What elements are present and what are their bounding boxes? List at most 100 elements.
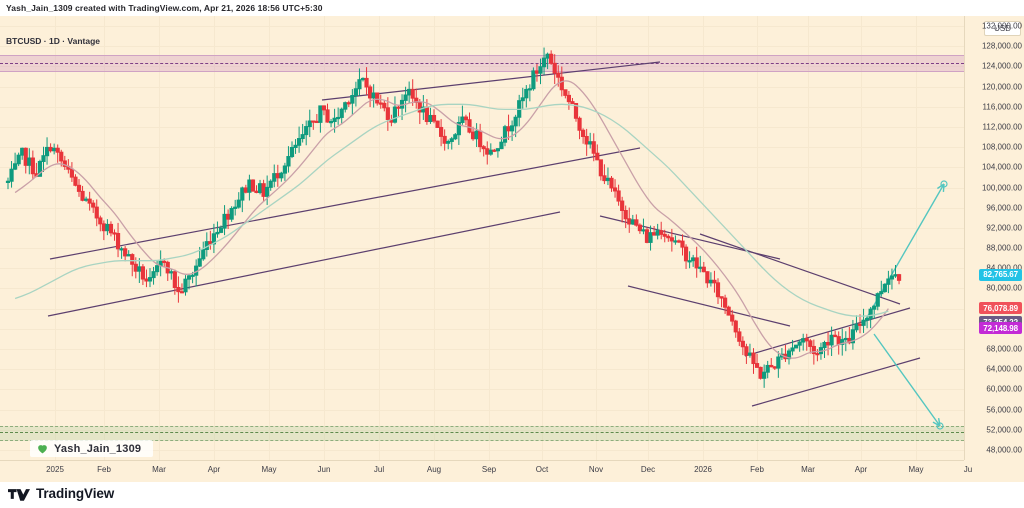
resistance-price-badge[interactable]: 76,078.89	[979, 302, 1022, 315]
candle-body	[197, 258, 202, 267]
candle-body	[364, 77, 369, 88]
trendline[interactable]	[936, 183, 945, 190]
trendline[interactable]	[751, 357, 921, 407]
candle-body	[829, 334, 834, 346]
support-price-badge[interactable]: 72,148.98	[979, 322, 1022, 335]
candle-body	[123, 248, 128, 257]
candle-body	[169, 271, 174, 274]
gridline-horizontal	[0, 328, 964, 330]
symbol-legend[interactable]: BTCUSD · 1D · Vantage	[6, 36, 100, 46]
price-tick: 60,000.00	[986, 384, 1022, 394]
candle-body	[286, 156, 291, 167]
candle-body	[23, 147, 28, 166]
candle-body	[385, 107, 390, 121]
time-tick: May	[261, 465, 277, 474]
gridline-horizontal	[0, 106, 964, 108]
candle-body	[598, 159, 603, 177]
candle-body	[84, 198, 89, 201]
trendline[interactable]	[942, 183, 945, 193]
candle-body	[474, 130, 479, 140]
candle-body	[133, 263, 138, 272]
trendline[interactable]	[873, 333, 941, 427]
candle-body	[261, 183, 266, 197]
candle-body	[424, 106, 429, 123]
chart-pane[interactable]	[0, 16, 964, 460]
last-price-badge[interactable]: 82,765.67	[979, 268, 1022, 281]
trendline[interactable]	[699, 233, 901, 305]
price-series-layer	[5, 47, 902, 388]
tradingview-logo[interactable]: TradingView	[8, 486, 114, 501]
candle-body	[375, 92, 380, 104]
candle-body	[605, 177, 611, 182]
candle-body	[336, 116, 341, 120]
candle-body	[463, 116, 469, 121]
time-tick: Jul	[373, 465, 385, 474]
candle-body	[581, 129, 586, 137]
candle-body	[644, 229, 650, 243]
candle-body	[808, 340, 813, 347]
gridline-horizontal	[0, 268, 964, 270]
time-tick: Aug	[426, 465, 442, 474]
gridline-vertical	[757, 16, 758, 460]
gridline-vertical	[596, 16, 597, 460]
candle-body	[683, 246, 689, 262]
candle-body	[648, 232, 653, 243]
candle-body	[715, 282, 721, 298]
candle-body	[584, 135, 589, 145]
gridline-vertical	[379, 16, 380, 460]
trendline[interactable]	[49, 147, 641, 260]
time-tick: 2025	[46, 465, 64, 474]
candle-body	[147, 277, 153, 282]
candle-body	[492, 149, 497, 152]
price-tick: 84,000.00	[986, 264, 1022, 273]
time-tick: Dec	[640, 465, 656, 474]
candle-body	[620, 200, 625, 211]
time-tick: Oct	[535, 465, 549, 474]
candle-body	[634, 219, 639, 226]
gridline-horizontal	[0, 288, 964, 290]
currency-label[interactable]: USD	[984, 21, 1021, 36]
candle-body	[893, 274, 898, 277]
candle-body	[485, 148, 490, 155]
candle-body	[236, 199, 241, 208]
candle-body	[293, 144, 298, 149]
candle-body	[776, 356, 781, 369]
candle-body	[563, 89, 568, 96]
candle-body	[87, 198, 92, 204]
candle-body	[275, 173, 280, 179]
gridline-horizontal	[0, 66, 964, 68]
candle-body	[744, 346, 749, 356]
support-zone-midline	[0, 432, 964, 434]
candle-body	[44, 146, 50, 157]
candle-body	[786, 350, 792, 360]
trendline[interactable]	[627, 285, 791, 327]
candle-body	[556, 72, 561, 78]
candle-body	[719, 296, 724, 299]
price-tick: 100,000.00	[981, 183, 1022, 193]
candle-body	[215, 231, 220, 235]
candle-body	[201, 249, 206, 260]
candle-body	[499, 141, 504, 150]
gridline-vertical	[808, 16, 809, 460]
price-axis[interactable]: USD 132,000.00 128,000.00 124,000.00 120,00…	[964, 16, 1024, 460]
candle-body	[162, 260, 167, 263]
candle-body	[343, 102, 348, 110]
candle-body	[698, 266, 703, 269]
candle-body	[240, 187, 245, 201]
time-axis[interactable]: 2025 Feb Mar Apr May Jun Jul Aug Sep Oct Nov Dec 202…	[0, 460, 1024, 482]
candle-body	[325, 109, 330, 123]
resistance-zone-midline	[0, 62, 964, 64]
candle-body	[435, 120, 440, 128]
candle-body	[282, 165, 287, 174]
candle-body	[289, 147, 295, 158]
trendline[interactable]	[47, 211, 561, 317]
time-tick: Ju	[963, 465, 973, 474]
candle-body	[297, 138, 302, 146]
candle-body	[98, 217, 103, 225]
candle-body	[371, 92, 376, 99]
candle-body	[857, 323, 863, 326]
candle-body	[559, 76, 564, 91]
trendline[interactable]	[937, 417, 941, 427]
trendline[interactable]	[932, 421, 941, 427]
candle-body	[524, 88, 529, 99]
